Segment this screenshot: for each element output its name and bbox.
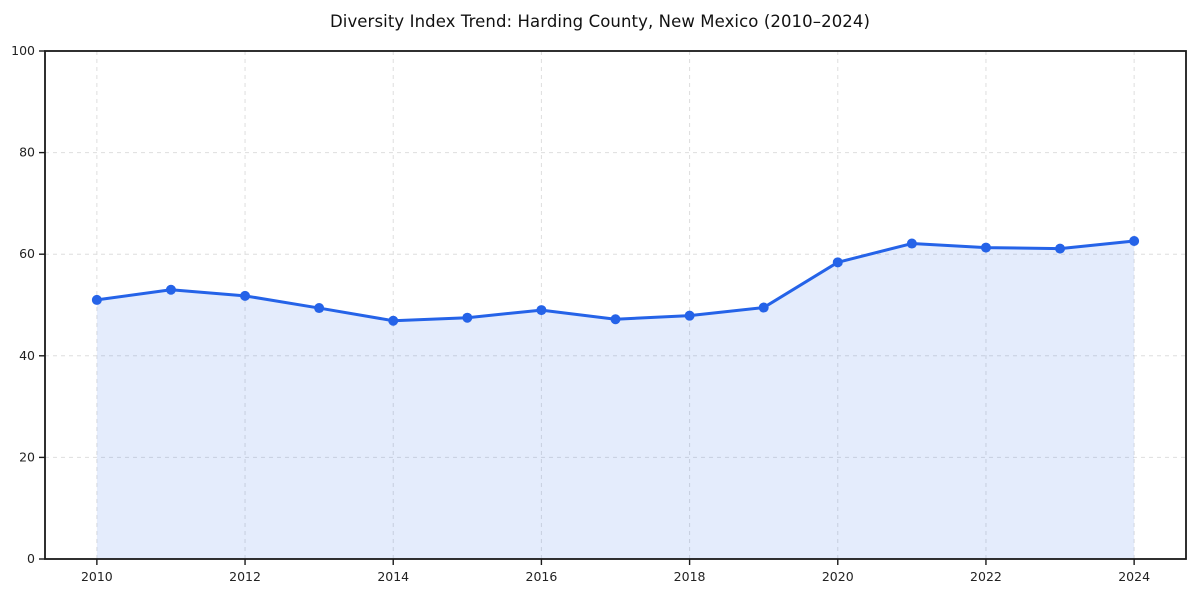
y-tick-label-100: 100 <box>11 43 35 58</box>
data-point-2017 <box>610 314 621 325</box>
data-point-2020 <box>832 257 843 268</box>
y-tick-labels: 0 20 40 60 80 100 <box>11 43 35 566</box>
chart-title: Diversity Index Trend: Harding County, N… <box>329 12 871 31</box>
data-point-2016 <box>536 305 547 316</box>
y-tick-label-0: 0 <box>27 551 35 566</box>
x-tick-label-2018: 2018 <box>674 569 706 584</box>
y-tick-label-60: 60 <box>19 246 35 261</box>
x-tick-label-2012: 2012 <box>229 569 261 584</box>
data-point-2014 <box>388 315 399 326</box>
x-tick-label-2024: 2024 <box>1118 569 1150 584</box>
y-tick-label-20: 20 <box>19 449 35 464</box>
data-point-2021 <box>906 238 917 249</box>
y-tick-label-40: 40 <box>19 348 35 363</box>
data-point-2022 <box>980 242 991 253</box>
x-tick-label-2022: 2022 <box>970 569 1002 584</box>
y-tick-label-80: 80 <box>19 145 35 160</box>
data-point-2019 <box>758 302 769 313</box>
data-point-2013 <box>314 303 325 314</box>
data-point-2023 <box>1055 243 1066 254</box>
area-fill <box>96 240 1135 559</box>
data-point-2018 <box>684 310 695 321</box>
tick-marks <box>39 50 1135 565</box>
x-tick-label-2010: 2010 <box>81 569 113 584</box>
axes-spines <box>44 50 1187 560</box>
data-point-2011 <box>165 284 176 295</box>
x-tick-labels: 2010 2012 2014 2016 2018 2020 2022 2024 <box>81 569 1150 584</box>
x-tick-label-2016: 2016 <box>526 569 558 584</box>
data-point-2024 <box>1129 235 1140 246</box>
x-tick-label-2014: 2014 <box>377 569 409 584</box>
data-point-2015 <box>462 312 473 323</box>
x-tick-label-2020: 2020 <box>822 569 854 584</box>
data-point-2010 <box>91 294 102 305</box>
data-points <box>91 235 1140 326</box>
data-point-2012 <box>240 290 251 301</box>
